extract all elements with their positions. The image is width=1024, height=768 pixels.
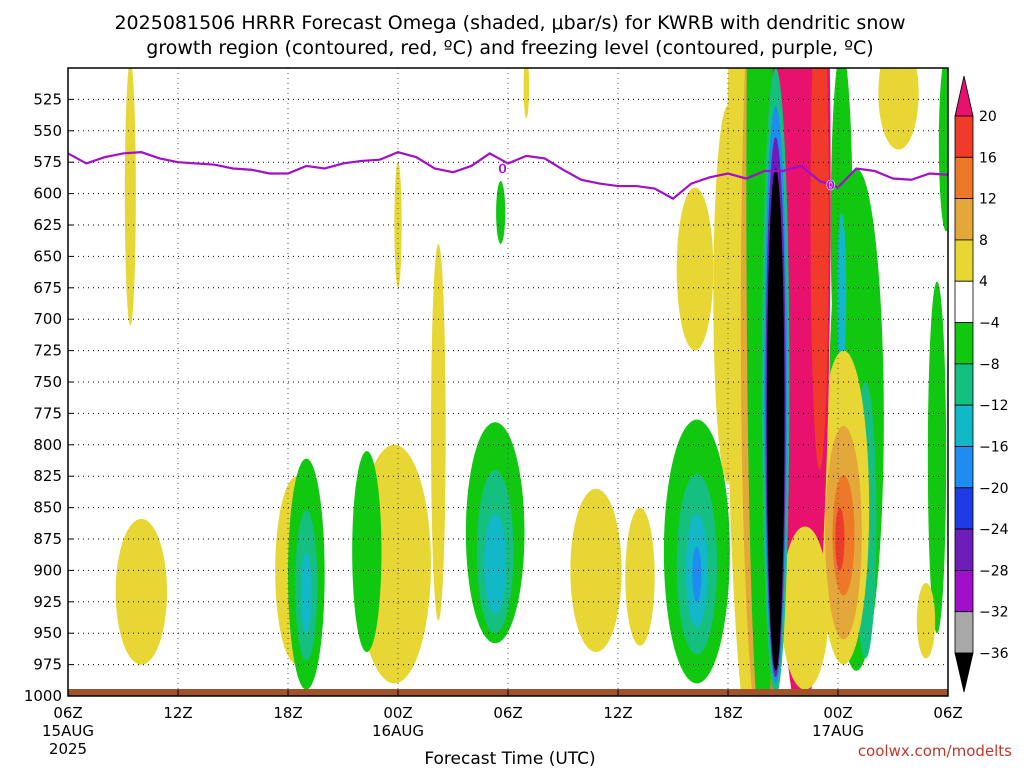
y-tick-label: 725 [33, 342, 62, 360]
y-axis: 525 550 575 600 625 650 675 700 725 750 775 800 825 8… [24, 90, 74, 705]
colorbar-top-arrow [954, 75, 974, 117]
colorbar-tick-label: −28 [979, 563, 1009, 579]
x-tick-label: 18Z [713, 704, 742, 722]
omega-region-16 [352, 451, 382, 653]
colorbar-swatch [954, 487, 974, 530]
omega-region-29 [927, 281, 947, 634]
colorbar-tick-label: −20 [979, 481, 1009, 497]
y-tick-label: 800 [33, 436, 62, 454]
freezing-level-line [68, 150, 948, 200]
colorbar-tick-label: −8 [979, 357, 1000, 373]
y-tick-label: 625 [33, 216, 62, 234]
omega-region-7 [431, 243, 446, 621]
omega-region-3 [496, 181, 506, 244]
x-axis-title: Forecast Time (UTC) [424, 749, 595, 768]
y-tick-label: 600 [33, 185, 62, 203]
colorbar-swatch [954, 611, 974, 654]
colorbar-swatch [954, 363, 974, 406]
colorbar-tick-label: −36 [979, 646, 1009, 662]
x-tick-label: 00Z [823, 704, 852, 722]
colorbar-bottom-arrow [954, 652, 974, 693]
y-tick-label: 900 [33, 561, 62, 579]
y-tick-label: 825 [33, 467, 62, 485]
chart-title-line-2: growth region (contoured, red, ºC) and f… [146, 37, 873, 59]
freezing-level-label: 0 [826, 179, 835, 194]
y-tick-label: 925 [33, 593, 62, 611]
colorbar-swatch [954, 528, 974, 571]
gridlines [68, 68, 948, 696]
omega-region-46 [766, 168, 785, 671]
colorbar-swatch [954, 322, 974, 365]
omega-region-19 [484, 513, 507, 615]
colorbar-tick-label: 8 [979, 233, 988, 249]
colorbar-tick-label: −16 [979, 439, 1009, 455]
x-tick-label: 12Z [603, 704, 632, 722]
y-tick-label: 525 [33, 90, 62, 108]
x-tick-label: 06Z [933, 704, 962, 722]
x-tick-label: 00Z [383, 704, 412, 722]
y-tick-label: 700 [33, 310, 62, 328]
colorbar-swatch [954, 280, 974, 323]
omega-region-9 [625, 507, 655, 646]
y-tick-label: 550 [33, 122, 62, 140]
y-tick-label: 1000 [24, 687, 62, 705]
y-tick-label: 575 [33, 153, 62, 171]
omega-region-23 [692, 546, 702, 602]
colorbar-tick-label: −32 [979, 605, 1009, 621]
chart-title-line-1: 2025081506 HRRR Forecast Omega (shaded, … [114, 12, 905, 34]
x-tick-date: 17AUG [812, 722, 864, 740]
colorbar-tick-label: 12 [979, 192, 997, 208]
omega-region-15 [300, 552, 312, 634]
colorbar: 20 16 12 8 4 −4 −8 −12 −16 −20 −24 −28 −32 −36 [954, 75, 1009, 693]
omega-region-2 [523, 68, 530, 119]
colorbar-tick-label: 16 [979, 150, 997, 166]
omega-region-42 [781, 526, 829, 690]
colorbar-swatch [954, 404, 974, 447]
x-tick-label: 18Z [273, 704, 302, 722]
y-tick-label: 750 [33, 373, 62, 391]
y-tick-label: 975 [33, 656, 62, 674]
omega-region-31 [916, 582, 936, 659]
y-tick-label: 875 [33, 530, 62, 548]
omega-shading [115, 68, 948, 696]
colorbar-swatch [954, 569, 974, 613]
omega-region-10 [676, 187, 714, 351]
x-tick-label: 06Z [493, 704, 522, 722]
y-tick-label: 950 [33, 624, 62, 642]
y-tick-label: 850 [33, 499, 62, 517]
omega-region-0 [124, 68, 136, 326]
omega-region-8 [570, 488, 622, 653]
x-tick-date: 16AUG [372, 722, 424, 740]
omega-region-30 [938, 68, 948, 232]
colorbar-tick-label: −24 [979, 522, 1009, 538]
y-tick-label: 675 [33, 279, 62, 297]
omega-region-41 [810, 68, 829, 470]
x-tick-year: 2025 [49, 740, 87, 758]
colorbar-swatch [954, 198, 974, 241]
freezing-level-label: 0 [498, 162, 507, 177]
y-tick-label: 775 [33, 404, 62, 422]
omega-region-28 [837, 212, 847, 376]
colorbar-swatch [954, 115, 974, 158]
x-tick-label: 06Z [53, 704, 82, 722]
colorbar-swatch [954, 239, 974, 282]
x-tick-date: 15AUG [42, 722, 94, 740]
freezing-level-contour: 00 [68, 150, 948, 200]
colorbar-tick-label: 4 [979, 274, 988, 290]
colorbar-tick-label: −4 [979, 316, 1000, 332]
colorbar-swatch [954, 156, 974, 200]
x-tick-label: 12Z [163, 704, 192, 722]
omega-region-12 [878, 68, 919, 150]
omega-region-4 [115, 518, 167, 665]
colorbar-swatch [954, 446, 974, 489]
y-tick-label: 650 [33, 247, 62, 265]
colorbar-tick-label: 20 [979, 109, 997, 125]
credit-text: coolwx.com/modelts [858, 742, 1012, 760]
colorbar-tick-label: −12 [979, 398, 1009, 414]
